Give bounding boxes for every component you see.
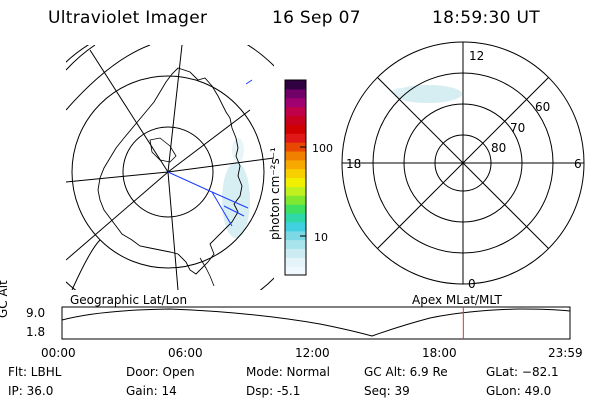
gain-info: Gain: 14	[126, 384, 177, 398]
colorbar-segment	[285, 80, 306, 90]
time-tick-label: 23:59	[548, 346, 583, 360]
geographic-map	[0, 0, 373, 377]
meridian-line	[66, 171, 169, 183]
meridian-line	[89, 49, 169, 173]
glat-info: GLat: −82.1	[486, 365, 559, 379]
colorbar-segment	[285, 177, 306, 187]
apex-projection-label: Apex MLat/MLT	[412, 293, 502, 307]
mode-info: Mode: Normal	[246, 365, 330, 379]
spacecraft-track	[167, 171, 249, 227]
meridian-line	[66, 171, 169, 261]
time-tick-label: 00:00	[41, 346, 76, 360]
lat-circle-far	[0, 0, 373, 377]
meridian-line	[167, 171, 179, 290]
colorbar-segment	[285, 204, 306, 214]
left-emission-patch-upper	[232, 138, 244, 162]
colorbar-segment	[285, 150, 306, 161]
colorbar-segment	[285, 124, 306, 134]
colorbar-segment	[285, 133, 306, 143]
gc-alt-info: GC Alt: 6.9 Re	[364, 365, 448, 379]
altitude-max-label: 9.0	[26, 306, 46, 320]
right-emission-patch-small	[392, 88, 408, 96]
magnetic-polar-map: 12 6 0 18 60 70 80	[341, 41, 585, 291]
mlt-line-diag-b	[377, 77, 549, 249]
lat-circle-middle	[71, 75, 265, 269]
colorbar-segment	[285, 106, 306, 117]
mlt-label-0: 0	[468, 277, 476, 291]
mlt-label-12: 12	[469, 49, 484, 63]
colorbar-segment	[285, 195, 306, 205]
colorbar-segment	[285, 97, 306, 108]
colorbar-segment	[285, 186, 306, 196]
altitude-min-label: 1.8	[26, 325, 46, 339]
colorbar-tick-label-10: 10	[314, 231, 328, 244]
altitude-plot-frame	[61, 306, 571, 340]
mlat-label-60: 60	[535, 100, 550, 114]
meridian-line	[167, 109, 251, 173]
mlt-label-6: 6	[574, 157, 582, 171]
colorbar-segment	[285, 142, 306, 152]
glon-info: GLon: 49.0	[486, 384, 552, 398]
track-tick	[245, 79, 253, 85]
grid-arc	[66, 45, 96, 71]
image-date: 16 Sep 07	[272, 8, 361, 28]
lat-circle-inner	[122, 126, 214, 218]
filter-info: Flt: LBHL	[8, 365, 62, 379]
mlt-label-18: 18	[346, 157, 361, 171]
antarctica-coastline	[97, 67, 243, 275]
door-info: Door: Open	[126, 365, 195, 379]
left-emission-patch	[222, 162, 250, 238]
time-tick-label: 12:00	[295, 346, 330, 360]
colorbar-segment	[285, 115, 306, 125]
colorbar-segment	[285, 266, 306, 276]
colorbar-unit-label: photon cm⁻²s⁻¹	[268, 147, 282, 240]
instrument-title: Ultraviolet Imager	[48, 8, 208, 28]
altitude-plot	[61, 306, 571, 340]
peninsula-outline	[199, 257, 215, 287]
ip-info: IP: 36.0	[8, 384, 54, 398]
ice-shelf-outline	[149, 137, 177, 163]
image-time: 18:59:30 UT	[432, 8, 540, 28]
colorbar-segment	[285, 239, 306, 250]
colorbar	[285, 80, 306, 276]
meridian-line	[167, 157, 274, 173]
altitude-curve	[61, 308, 571, 337]
colorbar-segment	[285, 88, 306, 99]
colorbar-frame	[284, 79, 307, 276]
mlat-label-70: 70	[510, 121, 525, 135]
colorbar-segment	[285, 159, 306, 170]
mlat-label-80: 80	[491, 141, 506, 155]
colorbar-segment	[285, 257, 306, 267]
colorbar-segment	[285, 221, 306, 232]
dsp-info: Dsp: -5.1	[246, 384, 301, 398]
meridian-line	[167, 45, 183, 173]
colorbar-segment	[285, 212, 306, 223]
grid-arc	[66, 45, 151, 111]
grid-arc	[71, 239, 101, 290]
time-tick-label: 18:00	[422, 346, 457, 360]
colorbar-segment	[285, 230, 306, 241]
seq-info: Seq: 39	[364, 384, 410, 398]
geographic-projection-label: Geographic Lat/Lon	[70, 293, 188, 307]
altitude-axis-label: GC Alt	[0, 280, 10, 318]
colorbar-tick-label-100: 100	[312, 142, 333, 155]
colorbar-segment	[285, 168, 306, 179]
time-tick-label: 06:00	[168, 346, 203, 360]
colorbar-segment	[285, 248, 306, 258]
